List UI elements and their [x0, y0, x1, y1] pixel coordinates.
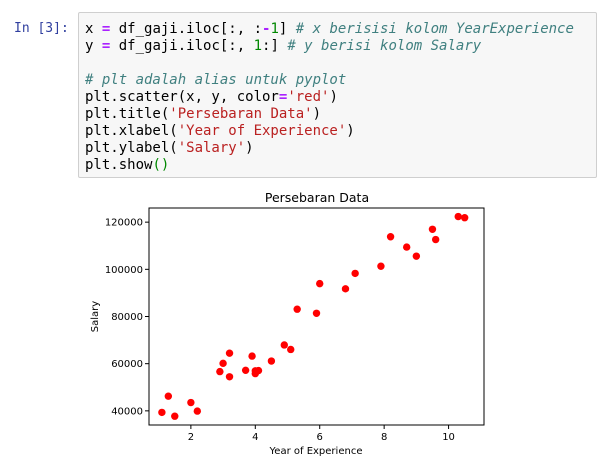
code-line-2: y = df_gaji.iloc[:, 1:] # y berisi kolom… — [85, 38, 481, 54]
code-line-5: plt.scatter(x, y, color='red') — [85, 89, 338, 105]
scatter-points — [158, 212, 469, 420]
scatter-point — [460, 214, 469, 222]
code-line-7: plt.xlabel('Year of Experience') — [85, 123, 355, 139]
code-token: plt.title( — [85, 106, 170, 122]
scatter-point — [377, 262, 385, 270]
scatter-point — [225, 349, 234, 357]
scatter-point — [193, 407, 202, 415]
y-axis-ticks: 40000 60000 80000 100000 120000 — [105, 218, 149, 417]
code-cell-input[interactable]: x = df_gaji.iloc[:, :-1] # x berisisi ko… — [78, 12, 597, 178]
y-tick-label: 100000 — [105, 265, 143, 276]
code-token: = — [278, 89, 288, 105]
x-axis-label: Year of Experience — [269, 446, 363, 457]
code-line-9: plt.show() — [85, 157, 169, 173]
x-tick-label: 2 — [188, 432, 194, 443]
scatter-point — [216, 367, 224, 376]
code-line-8: plt.ylabel('Salary') — [85, 140, 254, 156]
code-token: - — [262, 21, 271, 37]
code-token: ) — [329, 89, 338, 105]
scatter-chart: Persebaran Data 2 4 6 8 10 40000 60000 80000 10… — [90, 190, 485, 457]
scatter-point — [287, 345, 295, 354]
code-string: 'Persebaran Data' — [169, 106, 313, 122]
scatter-point — [241, 366, 250, 375]
code-token: ] — [278, 21, 296, 37]
code-comment: # plt adalah alias untuk pyplot — [85, 72, 347, 88]
scatter-point — [402, 243, 411, 251]
code-comment: # y berisi kolom Salary — [287, 38, 482, 54]
x-axis-ticks: 2 4 6 8 10 — [188, 425, 455, 443]
code-string: 'Salary' — [177, 140, 246, 156]
code-token: = — [93, 38, 119, 54]
code-token: x — [85, 21, 94, 37]
x-tick-label: 6 — [317, 432, 323, 443]
code-token: plt.xlabel( — [85, 123, 178, 139]
scatter-point — [280, 341, 288, 349]
cell-output: Persebaran Data 2 4 6 8 10 40000 60000 80000 10… — [78, 182, 598, 469]
code-token: y — [85, 38, 94, 54]
code-token: 1 — [270, 21, 279, 37]
scatter-point — [351, 269, 359, 278]
x-tick-label: 10 — [442, 432, 455, 443]
y-tick-label: 40000 — [111, 406, 143, 417]
code-token: = — [93, 21, 119, 37]
code-comment: # x berisisi kolom YearExperience — [295, 21, 574, 37]
y-tick-label: 80000 — [111, 312, 143, 323]
code-line-1: x = df_gaji.iloc[:, :-1] # x berisisi ko… — [85, 21, 574, 37]
scatter-point — [293, 305, 301, 313]
scatter-point — [316, 279, 324, 288]
scatter-point — [248, 352, 256, 360]
scatter-point — [386, 233, 395, 241]
code-token: plt.show — [85, 157, 153, 173]
scatter-point — [187, 398, 195, 407]
x-tick-label: 4 — [252, 432, 258, 443]
y-tick-label: 60000 — [111, 359, 143, 370]
scatter-point — [312, 309, 321, 317]
code-token: plt.scatter(x, y, color — [85, 89, 279, 105]
scatter-point — [225, 373, 234, 381]
scatter-point — [454, 212, 462, 221]
cell-prompt: In [3]: — [14, 21, 69, 36]
scatter-point — [428, 225, 437, 234]
scatter-point — [341, 285, 350, 293]
code-line-4: # plt adalah alias untuk pyplot — [85, 72, 346, 88]
code-token: ) — [312, 106, 322, 122]
code-string: 'red' — [287, 89, 330, 105]
code-token: plt.ylabel( — [85, 140, 178, 156]
scatter-point — [412, 252, 421, 260]
code-token: df_gaji.iloc[:, — [118, 38, 254, 54]
y-tick-label: 120000 — [105, 218, 143, 229]
code-string: 'Year of Experience' — [177, 123, 347, 139]
code-token: ) — [346, 123, 355, 139]
scatter-point — [267, 357, 276, 365]
code-token: 1 — [253, 38, 263, 54]
scatter-point — [219, 359, 227, 368]
code-editor[interactable]: x = df_gaji.iloc[:, :-1] # x berisisi ko… — [85, 21, 574, 174]
code-token: :] — [262, 38, 288, 54]
scatter-point — [164, 392, 173, 400]
chart-title: Persebaran Data — [265, 190, 369, 205]
scatter-point — [254, 366, 263, 375]
code-token: () — [152, 157, 170, 173]
scatter-point — [158, 408, 166, 417]
scatter-point — [431, 235, 440, 244]
code-token: df_gaji.iloc[:, : — [118, 21, 263, 37]
x-tick-label: 8 — [381, 432, 387, 443]
scatter-point — [171, 412, 179, 420]
y-axis-label: Salary — [90, 301, 101, 332]
code-line-6: plt.title('Persebaran Data') — [85, 106, 321, 122]
code-token: ) — [245, 140, 254, 156]
